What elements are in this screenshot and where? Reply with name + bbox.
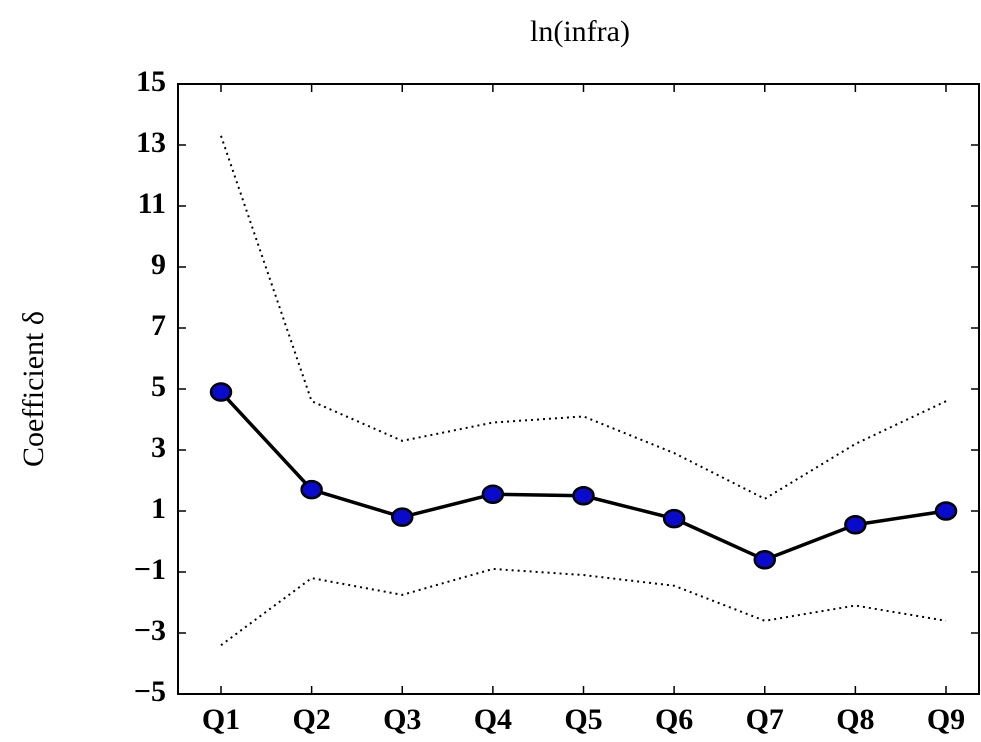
y-tick-label: 11 [138,187,166,220]
marker [209,382,233,402]
plot-frame [177,83,980,695]
y-tick-label: 3 [151,431,166,464]
x-tick-label: Q7 [746,703,784,736]
chart-title: ln(infra) [530,15,630,48]
y-axis-label: Coefficient δ [17,311,50,467]
x-tick-label: Q8 [836,703,874,736]
y-tick-label: 13 [136,126,166,159]
marker [934,501,958,521]
marker [572,486,595,506]
x-tick-label: Q2 [292,703,330,736]
band-line [220,567,947,647]
marker [300,479,323,500]
x-tick-label: Q9 [927,703,965,736]
y-tick-label: −5 [134,675,166,708]
y-tick-label: −1 [134,553,166,586]
x-tick-label: Q3 [383,703,421,736]
y-tick-label: 15 [136,65,166,98]
x-tick-label: Q6 [655,703,693,736]
y-tick-label: 5 [151,370,166,403]
x-tick-label: Q4 [474,703,512,736]
marker [753,550,776,570]
marker [481,484,505,504]
x-tick-label: Q5 [564,703,602,736]
y-tick-label: 7 [151,309,166,342]
y-tick-label: −3 [134,614,166,647]
marker [662,508,686,529]
marker [391,507,414,527]
x-tick-label: Q1 [202,703,240,736]
series-line [219,390,947,562]
band-line [220,135,947,500]
y-tick-label: 9 [151,248,166,281]
marker [844,514,867,535]
y-tick-label: 1 [151,492,166,525]
